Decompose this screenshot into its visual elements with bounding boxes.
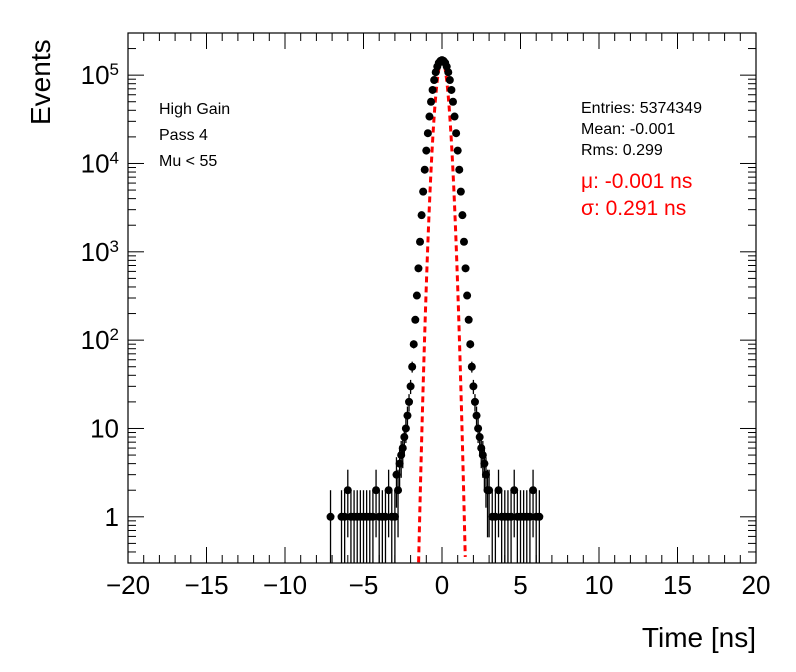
stats-box: Entries: 5374349 Mean: -0.001 Rms: 0.299 (581, 100, 702, 159)
data-point (384, 486, 393, 495)
data-point (423, 129, 432, 138)
data-point (401, 424, 410, 433)
data-point (427, 97, 436, 106)
x-tick-label: 10 (585, 570, 614, 600)
data-point (414, 264, 423, 273)
y-tick-label: 1 (105, 502, 119, 532)
data-point (444, 68, 453, 77)
stats-mean: Mean: -0.001 (581, 121, 675, 138)
data-point (412, 291, 421, 300)
stats-entries: Entries: 5374349 (581, 100, 702, 117)
data-point (458, 211, 467, 220)
selection-annotations: High Gain Pass 4 Mu < 55 (159, 101, 230, 170)
data-point (472, 411, 481, 420)
data-point (459, 237, 468, 246)
data-point (535, 512, 544, 521)
data-point (469, 382, 478, 391)
data-point (529, 486, 538, 495)
annotation-pass: Pass 4 (159, 127, 208, 144)
data-point (405, 397, 414, 406)
stats-rms: Rms: 0.299 (581, 142, 663, 159)
data-point (417, 211, 426, 220)
data-point (510, 486, 519, 495)
x-tick-label: 5 (513, 570, 527, 600)
data-point (406, 382, 415, 391)
data-point (419, 187, 428, 196)
y-axis-title: Events (25, 39, 56, 125)
data-point (485, 486, 494, 495)
data-point (409, 340, 418, 349)
data-point (416, 237, 425, 246)
data-point (420, 165, 429, 174)
data-point (480, 459, 489, 468)
x-tick-label: 15 (663, 570, 692, 600)
x-tick-label: −20 (106, 570, 150, 600)
data-point (453, 146, 462, 155)
data-point (430, 76, 439, 85)
y-tick-label: 10 (90, 413, 119, 443)
x-tick-label: −15 (184, 570, 228, 600)
data-point (400, 433, 409, 442)
data-point (340, 512, 349, 521)
annotation-gain: High Gain (159, 101, 230, 118)
data-point (475, 433, 484, 442)
x-tick-label: 0 (435, 570, 449, 600)
y-tick-label: 105 (81, 60, 119, 91)
data-point (456, 187, 465, 196)
x-tick-labels: −20 −15 −10 −5 0 5 10 15 20 (106, 570, 771, 600)
fit-results: μ: -0.001 ns σ: 0.291 ns (581, 170, 692, 220)
data-point (450, 112, 459, 121)
data-point (448, 97, 457, 106)
data-point (466, 340, 475, 349)
data-point (403, 411, 412, 420)
data-point (461, 264, 470, 273)
data-point (467, 362, 476, 371)
y-tick-label: 103 (81, 236, 119, 267)
data-point (425, 112, 434, 121)
x-tick-label: −5 (349, 570, 379, 600)
data-point (474, 424, 483, 433)
data-point (445, 76, 454, 85)
data-point (408, 362, 417, 371)
data-point (494, 486, 503, 495)
y-tick-label: 102 (81, 325, 119, 356)
data-point (507, 512, 516, 521)
data-point (368, 512, 377, 521)
data-point (447, 85, 456, 94)
data-point (372, 486, 381, 495)
axis-ticks (127, 32, 757, 564)
fit-sigma: σ: 0.291 ns (581, 197, 686, 220)
data-point (491, 512, 500, 521)
fit-mu: μ: -0.001 ns (581, 170, 692, 193)
data-point (411, 315, 420, 324)
data-point (398, 444, 407, 453)
data-point (463, 291, 472, 300)
y-tick-labels: 1 10 102 103 104 105 (81, 60, 119, 532)
data-point (525, 512, 534, 521)
data-point (422, 146, 431, 155)
histogram-points (326, 56, 544, 563)
annotation-mu: Mu < 55 (159, 153, 217, 170)
data-point (394, 486, 403, 495)
y-tick-label: 104 (81, 148, 119, 179)
data-point (343, 486, 352, 495)
x-tick-label: −10 (263, 570, 307, 600)
data-point (452, 129, 461, 138)
data-point (390, 512, 399, 521)
data-point (326, 512, 335, 521)
data-point (464, 315, 473, 324)
x-tick-label: 20 (742, 570, 771, 600)
data-point (470, 397, 479, 406)
x-axis-title: Time [ns] (642, 622, 756, 653)
data-point (455, 165, 464, 174)
data-point (381, 512, 390, 521)
data-point (428, 85, 437, 94)
